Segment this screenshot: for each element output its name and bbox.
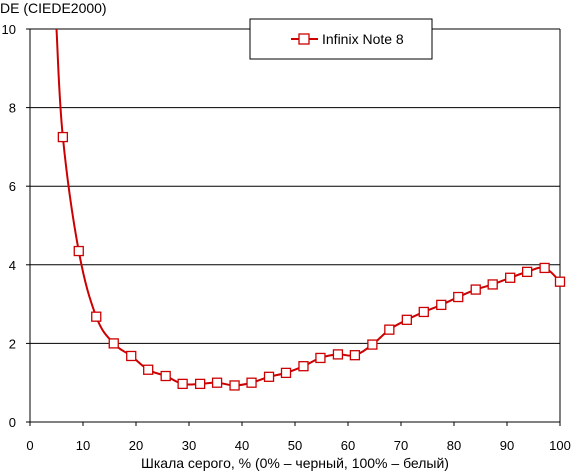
data-point-19: [384, 324, 395, 335]
data-point-28: [539, 262, 550, 274]
data-point-21: [418, 306, 429, 318]
data-point-0: [57, 131, 69, 143]
y-axis-title: DE (CIEDE2000): [0, 0, 107, 16]
x-axis-title: Шкала серого, % (0% – черный, 100% – бел…: [141, 455, 449, 471]
data-point-8: [194, 378, 206, 390]
legend: Infinix Note 8: [249, 18, 433, 60]
x-tick-label-80: 80: [447, 438, 461, 453]
legend-box: [249, 18, 433, 60]
x-tick-label-20: 20: [129, 438, 143, 453]
data-point-13: [280, 367, 292, 379]
data-point-3: [108, 338, 119, 349]
data-point-17: [349, 350, 361, 361]
x-tick-label-30: 30: [182, 438, 196, 453]
data-point-27: [521, 266, 533, 278]
legend-label: Infinix Note 8: [322, 31, 404, 47]
data-point-22: [436, 299, 447, 311]
data-point-11: [246, 377, 257, 388]
data-point-16: [332, 349, 344, 360]
data-point-4: [126, 350, 137, 362]
legend-marker: [298, 33, 310, 45]
x-tick-label-100: 100: [549, 438, 571, 453]
y-tick-label-0: 0: [9, 415, 16, 430]
data-point-5: [143, 364, 154, 375]
data-point-18: [367, 339, 378, 350]
data-point-23: [453, 291, 464, 303]
x-tick-label-60: 60: [341, 438, 355, 453]
data-point-29: [554, 276, 566, 287]
x-tick-label-70: 70: [394, 438, 408, 453]
data-point-14: [298, 361, 309, 372]
data-point-24: [470, 284, 481, 295]
axes: [29, 29, 560, 423]
y-tick-label-2: 2: [9, 336, 16, 351]
y-tick-label-4: 4: [9, 258, 16, 273]
data-point-25: [487, 279, 498, 290]
series-line-0: [55, 28, 561, 387]
data-point-10: [229, 380, 240, 391]
data-point-26: [505, 272, 516, 283]
x-tick-label-90: 90: [500, 438, 514, 453]
data-point-2: [91, 311, 102, 322]
x-tick-label-40: 40: [235, 438, 249, 453]
data-point-15: [315, 352, 326, 364]
y-tick-label-10: 10: [2, 22, 16, 37]
x-tick-label-0: 0: [26, 438, 33, 453]
y-tick-label-8: 8: [9, 101, 16, 116]
x-tick-label-50: 50: [288, 438, 302, 453]
data-point-1: [73, 245, 84, 257]
data-point-9: [211, 377, 223, 388]
grid: [30, 28, 561, 422]
data-point-20: [401, 314, 412, 325]
y-tick-label-6: 6: [9, 179, 16, 194]
data-point-12: [263, 371, 275, 382]
series-layer: [55, 28, 566, 391]
data-point-7: [177, 378, 188, 390]
x-tick-label-10: 10: [76, 438, 90, 453]
data-point-6: [160, 370, 171, 382]
